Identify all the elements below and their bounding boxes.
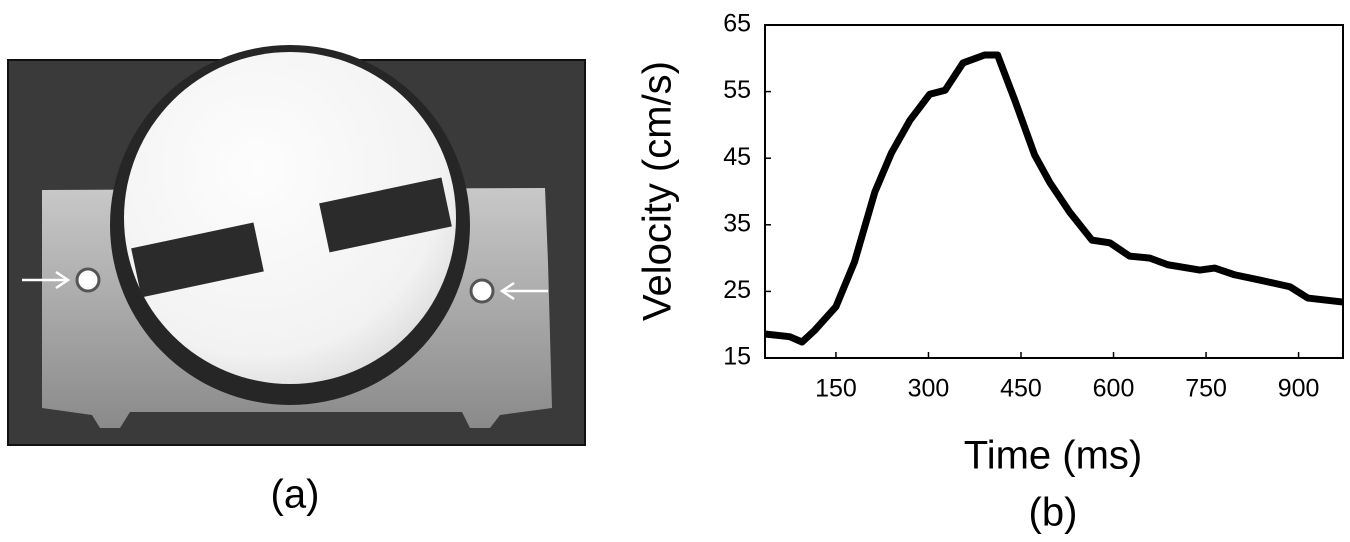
panel-caption: (a) (271, 473, 320, 517)
y-axis-title: Velocity (cm/s) (636, 61, 680, 321)
y-tick-label: 25 (723, 276, 751, 304)
y-tick-label: 15 (723, 343, 751, 371)
x-axis-title: Time (ms) (964, 434, 1142, 478)
x-tick-label: 750 (1185, 375, 1227, 403)
y-tick-label: 65 (723, 10, 751, 38)
x-tick-label: 900 (1278, 375, 1320, 403)
y-tick-label: 45 (723, 143, 751, 171)
y-tick-label: 55 (723, 76, 751, 104)
x-tick-label: 150 (815, 375, 857, 403)
line-series (765, 55, 1343, 342)
figure: (a) Velocity (cm/s) Time (ms) (b) 15 25 35… (0, 0, 1350, 537)
x-tick-label: 300 (908, 375, 950, 403)
y-tick-label: 35 (723, 209, 751, 237)
phantom-image (8, 45, 585, 445)
x-tick-label: 450 (1000, 375, 1042, 403)
panel-caption: (b) (1029, 491, 1078, 535)
x-tick-label: 600 (1093, 375, 1135, 403)
